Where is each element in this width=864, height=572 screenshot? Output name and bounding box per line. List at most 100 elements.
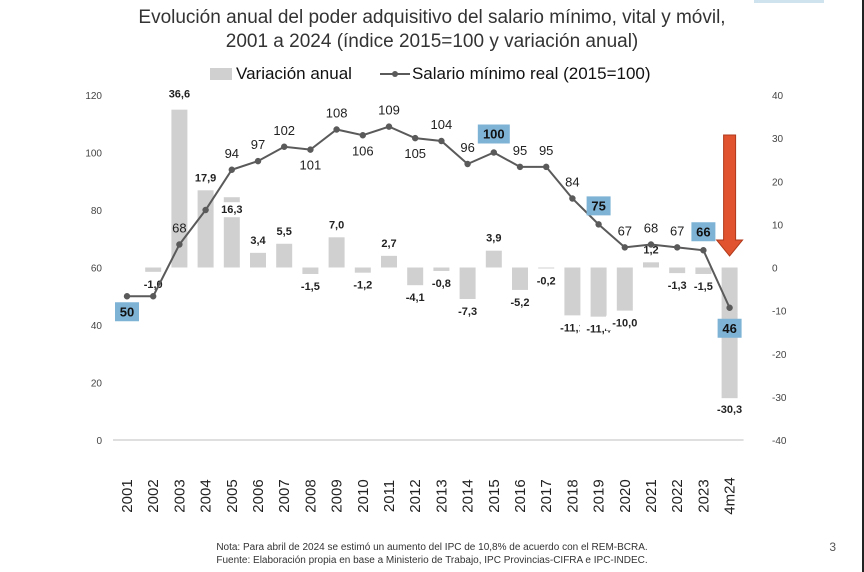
x-tick-label-2010: 2010 bbox=[355, 479, 372, 512]
legend-bar-label: Variación anual bbox=[236, 64, 352, 83]
x-tick-label-2001: 2001 bbox=[119, 479, 136, 512]
bar-variacion-2010 bbox=[354, 267, 371, 273]
bar-label-bg bbox=[294, 278, 326, 294]
x-tick-label-2013: 2013 bbox=[433, 479, 450, 512]
point-salario-2014 bbox=[464, 160, 471, 168]
y-right-tick-label: -40 bbox=[772, 436, 787, 447]
line-label-2017: 95 bbox=[539, 143, 553, 158]
bar-label-2011: 2,7 bbox=[381, 238, 396, 250]
line-label-highlight-box bbox=[691, 222, 716, 242]
y-left-tick-label: 20 bbox=[91, 379, 103, 390]
bar-label-bg bbox=[710, 402, 749, 418]
source-line: Fuente: Elaboración propia en base a Min… bbox=[216, 555, 648, 566]
bar-variacion-2015 bbox=[485, 250, 502, 268]
y-right-tick-label: -30 bbox=[772, 393, 787, 404]
x-tick-label-2005: 2005 bbox=[224, 479, 241, 512]
y-right-tick-label: -10 bbox=[772, 307, 787, 318]
point-salario-2019 bbox=[595, 221, 602, 228]
bar-label-bg bbox=[452, 303, 484, 319]
bar-label-bg bbox=[190, 170, 222, 186]
bar-variacion-2003 bbox=[171, 109, 188, 268]
x-tick-label-2012: 2012 bbox=[407, 479, 424, 512]
point-salario-2011 bbox=[385, 123, 393, 130]
y-right-tick-label: 0 bbox=[772, 264, 778, 275]
line-label-2007: 102 bbox=[273, 123, 295, 138]
bar-label-2010: -1,2 bbox=[353, 280, 372, 292]
bar-variacion-2020 bbox=[616, 267, 633, 311]
bar-variacion-2004 bbox=[197, 190, 214, 268]
bar-label-bg bbox=[606, 315, 644, 331]
x-tick-label-2002: 2002 bbox=[145, 479, 162, 512]
bar-variacion-2018 bbox=[564, 267, 581, 316]
bar-label-2004: 17,9 bbox=[195, 172, 216, 184]
point-salario-4m24 bbox=[726, 304, 733, 311]
legend-bar-swatch bbox=[210, 68, 232, 80]
line-label-2022: 67 bbox=[670, 223, 684, 238]
bar-label-bg bbox=[399, 290, 431, 306]
x-tick-label-2008: 2008 bbox=[302, 479, 319, 512]
y-left-tick-label: 100 bbox=[85, 149, 102, 160]
point-salario-2023 bbox=[700, 247, 707, 254]
line-label-highlight-box bbox=[115, 302, 139, 322]
x-tick-label-2023: 2023 bbox=[695, 479, 712, 512]
y-left-tick-label: 80 bbox=[91, 206, 103, 217]
legend-item-line: Salario mínimo real (2015=100) bbox=[379, 64, 651, 84]
title-line-1: Evolución anual del poder adquisitivo de… bbox=[138, 7, 726, 28]
bar-variacion-2014 bbox=[459, 267, 476, 299]
line-salario-real bbox=[127, 125, 731, 309]
bar-label-bg bbox=[661, 278, 693, 294]
line-label-2009: 108 bbox=[326, 106, 348, 121]
y-right-tick-label: 20 bbox=[772, 177, 784, 188]
bar-label-2012: -4,1 bbox=[406, 292, 425, 304]
line-label-2019: 75 bbox=[591, 198, 605, 213]
y-left-tick-label: 40 bbox=[91, 321, 103, 332]
line-label-2023: 66 bbox=[696, 224, 710, 239]
chart-title: Evolución anual del poder adquisitivo de… bbox=[0, 6, 864, 54]
point-salario-2005 bbox=[228, 166, 235, 173]
point-salario-2008 bbox=[307, 146, 314, 153]
title-line-2: 2001 a 2024 (índice 2015=100 y variación… bbox=[225, 31, 639, 52]
y-right-tick-label: 30 bbox=[772, 134, 784, 145]
line-label-4m24: 46 bbox=[722, 321, 736, 336]
bar-label-bg bbox=[687, 278, 719, 294]
x-tick-label-2015: 2015 bbox=[486, 479, 503, 512]
line-label-2021: 68 bbox=[644, 221, 658, 236]
y-right-tick-label: 10 bbox=[772, 220, 784, 231]
downward-arrow bbox=[715, 134, 744, 257]
bar-variacion-2012 bbox=[407, 267, 424, 286]
x-tick-label-2011: 2011 bbox=[381, 480, 398, 512]
x-tick-label-2022: 2022 bbox=[669, 479, 686, 512]
bar-variacion-2008 bbox=[302, 267, 319, 274]
point-salario-2018 bbox=[569, 195, 576, 202]
note-line: Nota: Para abril de 2024 se estimó un au… bbox=[216, 542, 648, 553]
x-tick-label-2016: 2016 bbox=[512, 479, 529, 512]
point-salario-2017 bbox=[543, 163, 550, 171]
bar-variacion-2021 bbox=[643, 262, 659, 268]
y-right-tick-label: -20 bbox=[772, 350, 787, 361]
line-label-2014: 96 bbox=[460, 140, 474, 155]
line-label-2012: 105 bbox=[404, 146, 426, 161]
point-salario-2020 bbox=[621, 244, 628, 251]
point-salario-2001 bbox=[123, 293, 131, 300]
bar-label-2007: 5,5 bbox=[277, 226, 292, 238]
bar-label-bg bbox=[163, 86, 195, 102]
bar-label-2006: 3,4 bbox=[250, 235, 266, 247]
bar-variacion-2022 bbox=[669, 267, 686, 274]
line-label-2020: 67 bbox=[618, 223, 632, 238]
bar-label-bg bbox=[216, 202, 248, 218]
x-tick-label-2004: 2004 bbox=[198, 479, 215, 512]
x-tick-label-2014: 2014 bbox=[460, 479, 477, 512]
right-edge-bar bbox=[862, 0, 864, 572]
bar-label-2009: 7,0 bbox=[329, 219, 344, 231]
bar-variacion-2011 bbox=[381, 255, 397, 268]
legend: Variación anual Salario mínimo real (201… bbox=[210, 64, 679, 84]
bar-variacion-2007 bbox=[276, 243, 293, 268]
line-label-2001: 50 bbox=[120, 304, 134, 319]
line-label-2008: 101 bbox=[300, 158, 322, 173]
bar-variacion-2006 bbox=[250, 252, 266, 268]
x-tick-label-2021: 2021 bbox=[643, 479, 660, 512]
bar-variacion-2023 bbox=[695, 267, 712, 274]
bar-variacion-2013 bbox=[433, 267, 450, 271]
bar-label-2022: -1,3 bbox=[668, 280, 687, 292]
